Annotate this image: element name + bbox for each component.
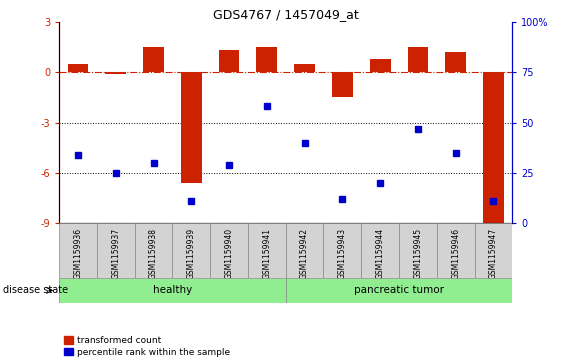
Text: GSM1159942: GSM1159942 bbox=[300, 228, 309, 278]
Bar bbox=[294, 64, 315, 72]
Bar bbox=[324, 223, 361, 278]
Text: GSM1159941: GSM1159941 bbox=[262, 228, 271, 278]
Bar bbox=[135, 223, 172, 278]
Bar bbox=[172, 223, 210, 278]
Bar bbox=[332, 72, 353, 97]
Bar bbox=[97, 223, 135, 278]
Text: GSM1159945: GSM1159945 bbox=[413, 228, 422, 279]
Bar bbox=[445, 52, 466, 72]
Bar bbox=[257, 47, 277, 72]
Text: GSM1159940: GSM1159940 bbox=[225, 228, 234, 279]
Bar bbox=[285, 223, 324, 278]
Bar bbox=[248, 223, 285, 278]
Bar bbox=[408, 47, 428, 72]
Bar bbox=[218, 50, 239, 72]
Bar bbox=[285, 278, 512, 303]
Bar bbox=[399, 223, 437, 278]
Title: GDS4767 / 1457049_at: GDS4767 / 1457049_at bbox=[213, 8, 359, 21]
Bar bbox=[210, 223, 248, 278]
Bar bbox=[370, 59, 391, 72]
Text: healthy: healthy bbox=[153, 285, 192, 295]
Text: GSM1159947: GSM1159947 bbox=[489, 228, 498, 279]
Bar bbox=[437, 223, 475, 278]
Text: GSM1159937: GSM1159937 bbox=[111, 228, 120, 279]
Legend: transformed count, percentile rank within the sample: transformed count, percentile rank withi… bbox=[64, 336, 230, 357]
Text: GSM1159936: GSM1159936 bbox=[74, 228, 83, 279]
Text: pancreatic tumor: pancreatic tumor bbox=[354, 285, 444, 295]
Text: GSM1159938: GSM1159938 bbox=[149, 228, 158, 278]
Bar bbox=[59, 278, 285, 303]
Bar bbox=[475, 223, 512, 278]
Text: GSM1159946: GSM1159946 bbox=[451, 228, 460, 279]
Text: GSM1159943: GSM1159943 bbox=[338, 228, 347, 279]
Bar bbox=[361, 223, 399, 278]
Bar bbox=[59, 223, 97, 278]
Bar bbox=[105, 72, 126, 74]
Text: disease state: disease state bbox=[3, 285, 68, 295]
Text: GSM1159944: GSM1159944 bbox=[376, 228, 385, 279]
Bar bbox=[68, 64, 88, 72]
Bar bbox=[181, 72, 202, 183]
Bar bbox=[483, 72, 504, 227]
Bar bbox=[143, 47, 164, 72]
Text: GSM1159939: GSM1159939 bbox=[187, 228, 196, 279]
